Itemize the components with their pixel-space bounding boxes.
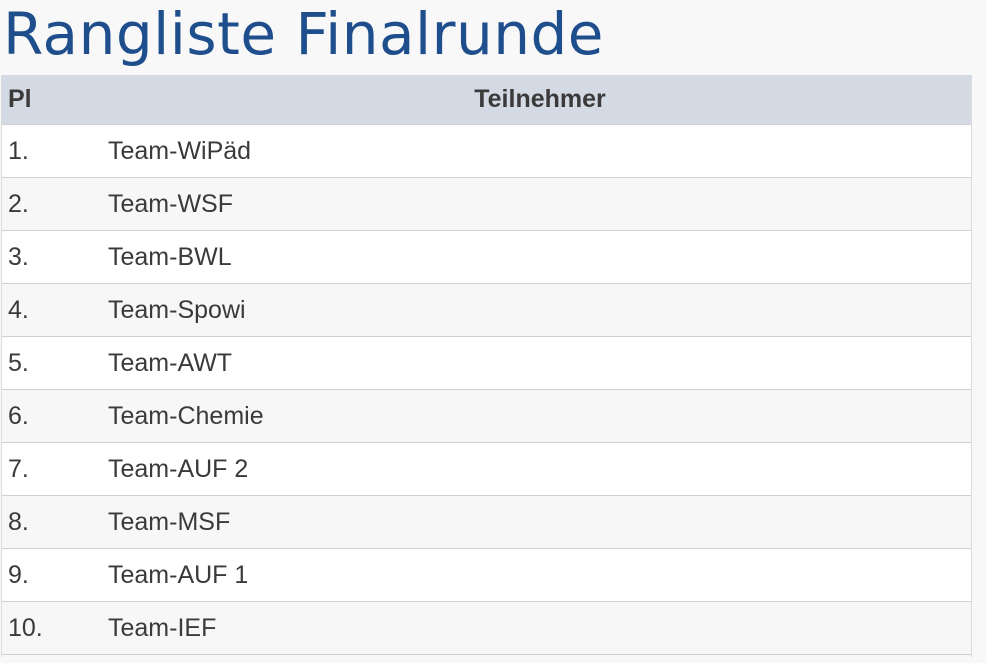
- team-cell: Team-Chemie: [108, 389, 972, 443]
- team-cell: Team-BWL: [108, 230, 972, 284]
- team-cell: Team-AUF 2: [108, 442, 972, 496]
- table-header-row: Pl Teilnehmer: [2, 75, 972, 125]
- team-cell: Team-AUF 1: [108, 548, 972, 602]
- rank-cell: 4.: [2, 283, 108, 337]
- table-row: 4. Team-Spowi: [2, 283, 972, 337]
- table-row: 7. Team-AUF 2: [2, 442, 972, 496]
- column-header-participant[interactable]: Teilnehmer: [108, 75, 972, 125]
- team-cell: Team-IEF: [108, 601, 972, 655]
- rank-cell: 9.: [2, 548, 108, 602]
- page-title: Rangliste Finalrunde: [3, 0, 604, 68]
- rank-cell: 6.: [2, 389, 108, 443]
- table-row: 2. Team-WSF: [2, 177, 972, 231]
- rank-cell: 10.: [2, 601, 108, 655]
- rank-cell: 2.: [2, 177, 108, 231]
- table-row: 1. Team-WiPäd: [2, 124, 972, 178]
- team-cell: Team-WiPäd: [108, 124, 972, 178]
- rank-cell: 7.: [2, 442, 108, 496]
- column-header-place[interactable]: Pl: [2, 75, 108, 125]
- table-row: 6. Team-Chemie: [2, 389, 972, 443]
- rank-cell: 5.: [2, 336, 108, 390]
- team-cell: Team-MSF: [108, 495, 972, 549]
- rank-cell: 3.: [2, 230, 108, 284]
- team-cell: Team-AWT: [108, 336, 972, 390]
- table-row: 10. Team-IEF: [2, 601, 972, 655]
- rank-cell: 1.: [2, 124, 108, 178]
- table-row: 9. Team-AUF 1: [2, 548, 972, 602]
- table-row: 3. Team-BWL: [2, 230, 972, 284]
- ranking-table: Pl Teilnehmer 1. Team-WiPäd 2. Team-WSF …: [2, 75, 972, 655]
- team-cell: Team-Spowi: [108, 283, 972, 337]
- table-row: 8. Team-MSF: [2, 495, 972, 549]
- rank-cell: 8.: [2, 495, 108, 549]
- table-row: 5. Team-AWT: [2, 336, 972, 390]
- team-cell: Team-WSF: [108, 177, 972, 231]
